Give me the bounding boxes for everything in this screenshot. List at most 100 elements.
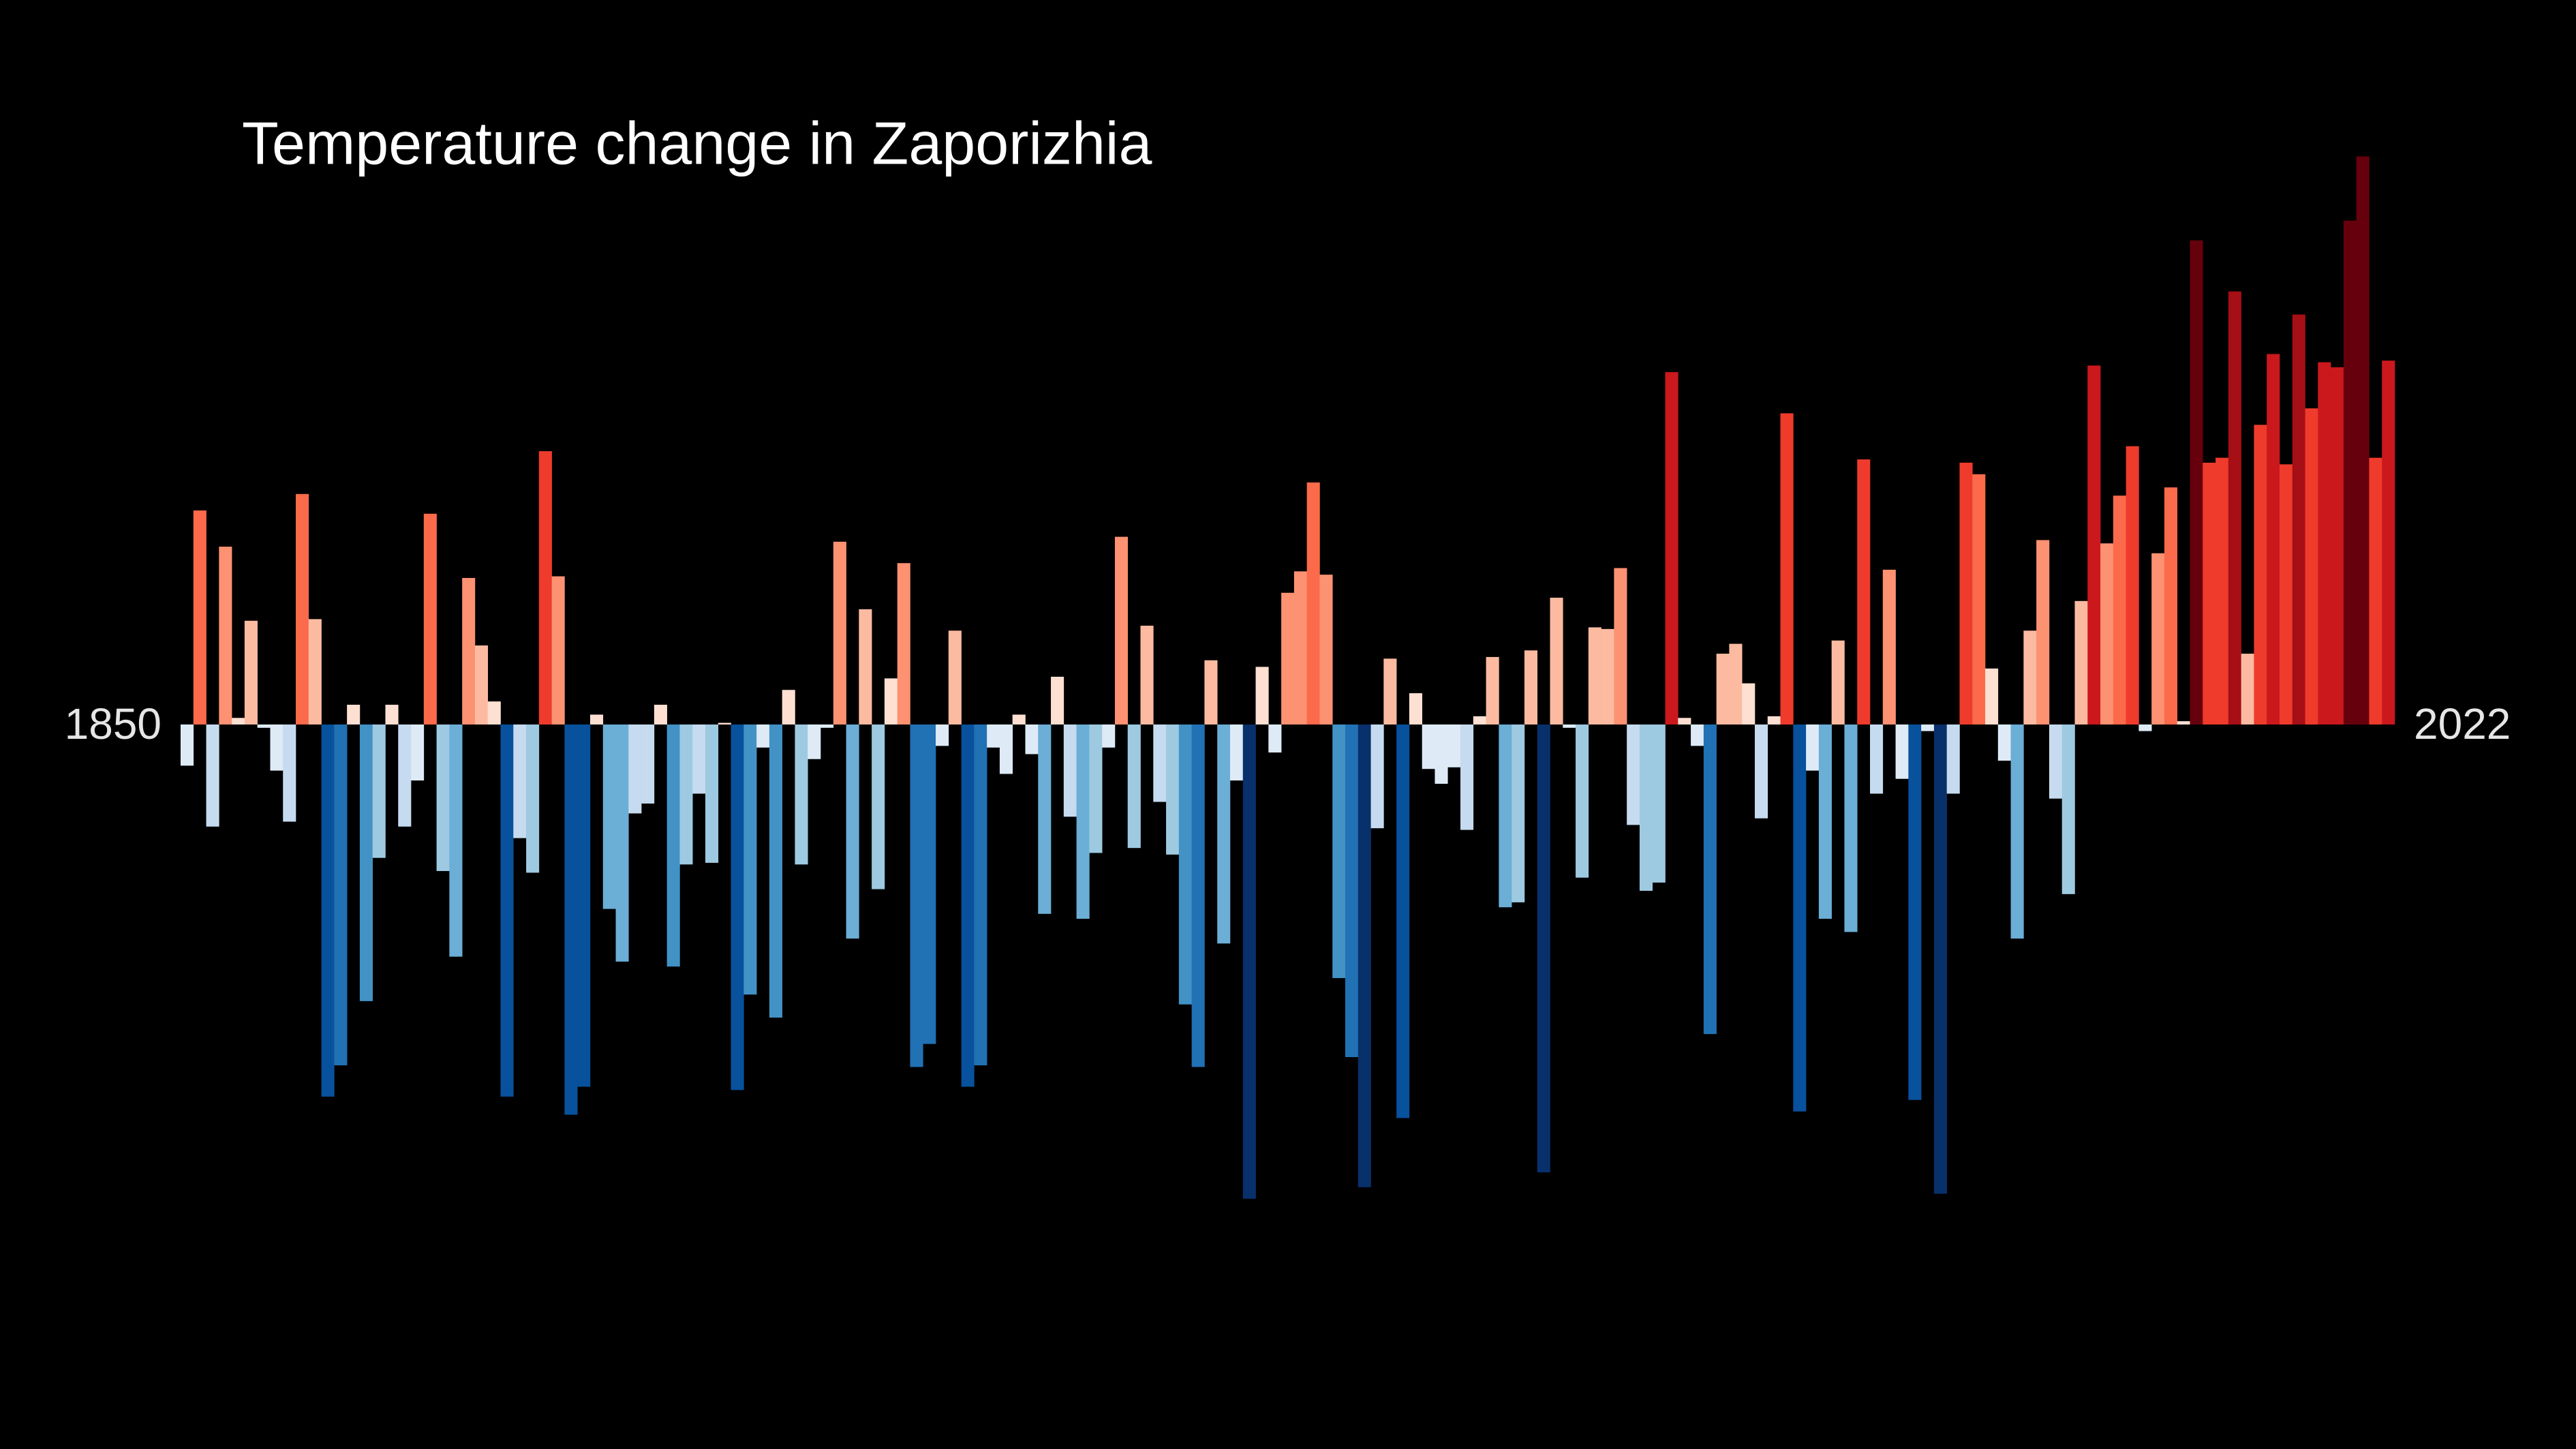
bar bbox=[1831, 640, 1845, 724]
bar bbox=[2241, 654, 2254, 724]
bar bbox=[2279, 464, 2293, 724]
bar bbox=[372, 724, 386, 858]
bar bbox=[1358, 724, 1371, 1187]
bar bbox=[270, 724, 283, 771]
bar bbox=[2369, 457, 2382, 724]
bar bbox=[2010, 724, 2024, 939]
bar bbox=[538, 451, 552, 724]
bar bbox=[2254, 425, 2267, 724]
bar bbox=[1818, 724, 1832, 919]
bar bbox=[2113, 495, 2126, 724]
bar bbox=[948, 630, 962, 724]
bar bbox=[692, 724, 706, 794]
bar bbox=[859, 609, 872, 724]
bar bbox=[1576, 724, 1589, 878]
bar bbox=[257, 724, 271, 728]
bar bbox=[1959, 462, 1973, 724]
bar bbox=[2318, 362, 2331, 724]
bar bbox=[1806, 724, 1820, 771]
bar bbox=[1678, 718, 1691, 724]
bar bbox=[1153, 724, 1167, 802]
bar bbox=[206, 724, 219, 827]
bar bbox=[321, 724, 335, 1097]
bar bbox=[2267, 354, 2280, 724]
bar bbox=[872, 724, 885, 889]
bar bbox=[1665, 371, 1678, 724]
bar bbox=[2356, 156, 2370, 725]
bar bbox=[334, 724, 348, 1066]
bar bbox=[884, 678, 898, 724]
bar bbox=[462, 577, 476, 724]
bar bbox=[385, 705, 399, 724]
bar bbox=[2138, 724, 2152, 731]
bar bbox=[244, 620, 258, 724]
bar bbox=[423, 513, 437, 724]
bar bbox=[833, 541, 846, 724]
bar bbox=[1588, 627, 1601, 724]
bar bbox=[283, 724, 296, 822]
bar bbox=[526, 724, 540, 873]
bar bbox=[1767, 716, 1781, 724]
bar bbox=[2203, 462, 2216, 724]
bar bbox=[987, 724, 1000, 748]
bar bbox=[1383, 658, 1397, 724]
bar bbox=[718, 722, 731, 724]
bar bbox=[1563, 724, 1576, 728]
bar bbox=[1370, 724, 1384, 829]
bar bbox=[296, 493, 309, 724]
bar bbox=[1844, 724, 1858, 932]
bar bbox=[2074, 600, 2088, 724]
bar bbox=[1499, 724, 1512, 908]
bar bbox=[1703, 724, 1717, 1035]
bar bbox=[2164, 487, 2178, 724]
bar bbox=[1614, 568, 1627, 724]
bar bbox=[1512, 724, 1525, 902]
bar bbox=[2305, 408, 2318, 724]
bar bbox=[628, 724, 642, 814]
bar bbox=[2190, 240, 2203, 724]
bar bbox=[219, 547, 232, 724]
bar bbox=[2100, 543, 2114, 724]
bar bbox=[232, 718, 245, 724]
bar bbox=[2382, 361, 2395, 724]
bar bbox=[1038, 724, 1052, 914]
bar bbox=[398, 724, 412, 827]
bar bbox=[923, 724, 936, 1044]
bar bbox=[1332, 724, 1346, 979]
bar bbox=[551, 576, 565, 724]
bar bbox=[1396, 724, 1410, 1118]
bar bbox=[679, 724, 693, 865]
bar bbox=[1447, 724, 1461, 767]
bar bbox=[1076, 724, 1090, 919]
bar bbox=[769, 724, 782, 1018]
bar bbox=[654, 705, 667, 724]
bar bbox=[1729, 643, 1743, 724]
bar bbox=[756, 724, 770, 748]
bar bbox=[513, 724, 527, 838]
bar bbox=[795, 724, 808, 865]
bar bbox=[347, 705, 361, 724]
bar bbox=[1114, 536, 1129, 724]
bar bbox=[2343, 220, 2357, 724]
bar bbox=[705, 724, 719, 863]
bar bbox=[1281, 592, 1295, 724]
chart-title: Temperature change in Zaporizhia bbox=[242, 109, 1152, 177]
bar bbox=[449, 724, 463, 957]
bar bbox=[436, 724, 450, 872]
bar bbox=[846, 724, 859, 939]
bar bbox=[2151, 553, 2165, 724]
bar bbox=[1229, 724, 1244, 781]
bar bbox=[615, 724, 629, 962]
bar bbox=[1063, 724, 1077, 817]
bar bbox=[1051, 676, 1064, 724]
bar bbox=[897, 563, 910, 724]
bar bbox=[1997, 724, 2011, 761]
bar bbox=[666, 724, 680, 967]
bar bbox=[602, 724, 616, 909]
bar bbox=[910, 724, 923, 1067]
bar bbox=[1691, 724, 1704, 746]
bar bbox=[1217, 724, 1231, 944]
bar bbox=[500, 724, 514, 1097]
bar bbox=[1166, 724, 1180, 855]
